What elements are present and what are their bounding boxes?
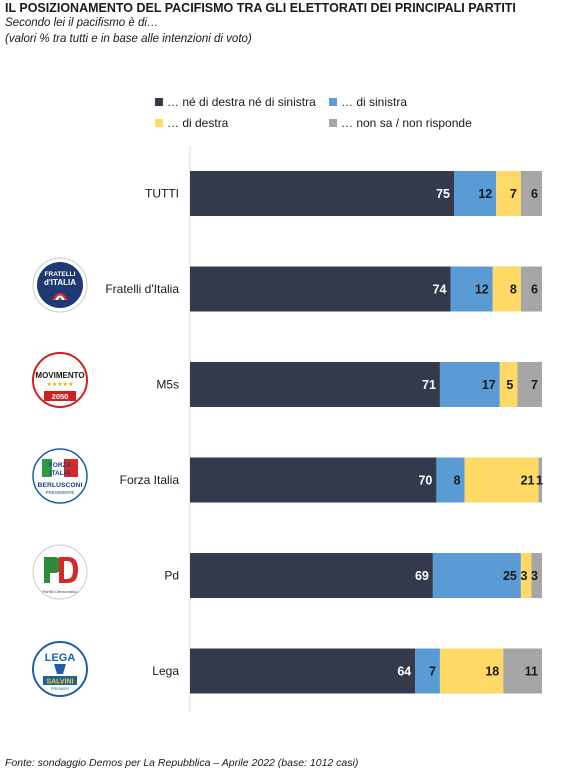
data-label-lega-series-1: 7 [429,665,436,679]
data-label-m5s-series-0: 71 [422,378,436,392]
data-label-forza-italia-series-2: 21 [521,474,535,488]
bar-m5s-series-2 [499,362,518,407]
partito-democratico-logo: Partito Democratico [32,544,88,600]
bar-lega-series-0 [190,648,416,694]
bar-forza-italia-series-1 [436,457,465,503]
chart-subtitle: Secondo lei il pacifismo è di… [5,17,159,29]
legend-item-left: … di sinistra [329,95,407,109]
data-label-forza-italia-series-3: 1 [536,474,543,488]
bar-tutti-series-2 [496,171,521,216]
bar-m5s-series-3 [517,362,542,407]
data-label-lega-series-2: 18 [485,665,499,679]
legend-label-neither: … né di destra né di sinistra [167,95,316,109]
data-label-pd-series-1: 25 [503,569,517,583]
legend-label-right: … di destra [167,116,229,130]
bar-forza-italia-series-2 [464,457,539,503]
bar-fratelli-d-italia-series-2 [492,266,521,312]
forza-italia-logo: FORZA ITALIA BERLUSCONI PRESIDENTE [32,448,88,504]
legend-label-unknown: … non sa / non risponde [341,116,472,130]
legend-item-right: … di destra [155,116,228,130]
bar-fratelli-d-italia-series-3 [520,266,542,312]
category-label-forza-italia: Forza Italia [120,473,180,487]
bar-forza-italia-series-0 [190,457,437,503]
bar-fratelli-d-italia-series-0 [190,266,451,312]
bar-lega-series-3 [503,648,542,694]
bar-lega-series-1 [415,648,440,694]
m5s-logo-text-1: MOVIMENTO [35,371,84,380]
lega-logo: LEGA SALVINI PREMIER [32,641,88,697]
legend-item-unknown: … non sa / non risponde [329,116,472,130]
legend-swatch-left [329,98,337,106]
chart-source: Fonte: sondaggio Demos per La Repubblica… [5,757,359,769]
fi-logo-text-4: PRESIDENTE [46,490,75,495]
category-label-fratelli-d-italia: Fratelli d'Italia [105,282,179,296]
bar-pd-series-1 [432,553,521,598]
data-label-tutti-series-0: 75 [436,187,450,201]
m5s-logo-text-2: 2050 [52,392,69,401]
bar-pd-series-2 [520,553,532,598]
data-label-pd-series-0: 69 [415,569,429,583]
legend-swatch-right [155,119,163,127]
bar-tutti-series-0 [190,171,454,216]
category-label-tutti: TUTTI [145,187,179,201]
fi-logo-text-1: FORZA [49,462,72,469]
lega-logo-text-1: LEGA [45,652,76,664]
fdi-logo-text-2: d'ITALIA [44,278,76,287]
fdi-logo-text-1: FRATELLI [45,271,76,278]
bar-lega-series-2 [439,648,504,694]
legend-swatch-unknown [329,119,337,127]
data-label-m5s-series-3: 7 [531,378,538,392]
fi-logo-text-2: ITALIA [50,470,71,477]
bar-pd-series-0 [190,553,433,598]
legend-label-left: … di sinistra [341,95,408,109]
category-label-pd: Pd [164,569,179,583]
data-label-m5s-series-1: 17 [482,378,496,392]
data-label-fratelli-d-italia-series-2: 8 [510,283,517,297]
data-label-lega-series-3: 11 [525,665,538,679]
data-label-lega-series-0: 64 [397,665,411,679]
data-label-forza-italia-series-0: 70 [418,474,432,488]
data-label-fratelli-d-italia-series-1: 12 [475,283,489,297]
data-label-tutti-series-3: 6 [531,187,538,201]
chart-note: (valori % tra tutti e in base alle inten… [5,33,252,45]
data-label-pd-series-3: 3 [531,569,538,583]
svg-text:★★★★★: ★★★★★ [47,381,74,388]
data-label-fratelli-d-italia-series-0: 74 [433,283,447,297]
data-label-tutti-series-1: 12 [478,187,492,201]
legend-item-neither: … né di destra né di sinistra [155,95,316,109]
legend-swatch-neither [155,98,163,106]
bar-tutti-series-3 [520,171,542,216]
bar-m5s-series-0 [190,362,440,407]
bar-forza-italia-series-3 [538,457,542,503]
category-label-m5s: M5s [156,378,179,392]
bar-pd-series-3 [531,553,542,598]
data-label-m5s-series-2: 5 [506,378,513,392]
pd-logo-text: Partito Democratico [42,589,78,594]
lega-logo-text-2: SALVINI [46,679,73,686]
data-label-pd-series-2: 3 [520,569,527,583]
movimento-5-stelle-logo: MOVIMENTO ★★★★★ 2050 [32,352,88,408]
chart-title: IL POSIZIONAMENTO DEL PACIFISMO TRA GLI … [5,1,516,15]
lega-logo-text-3: PREMIER [51,686,69,691]
bar-tutti-series-1 [454,171,497,216]
fratelli-ditalia-logo: FRATELLI d'ITALIA [32,257,88,313]
bar-m5s-series-1 [439,362,500,407]
fi-logo-text-3: BERLUSCONI [38,482,83,489]
data-label-tutti-series-2: 7 [510,187,517,201]
data-label-forza-italia-series-1: 8 [454,474,461,488]
category-label-lega: Lega [152,664,179,678]
data-label-fratelli-d-italia-series-3: 6 [531,283,538,297]
bar-fratelli-d-italia-series-1 [450,266,493,312]
